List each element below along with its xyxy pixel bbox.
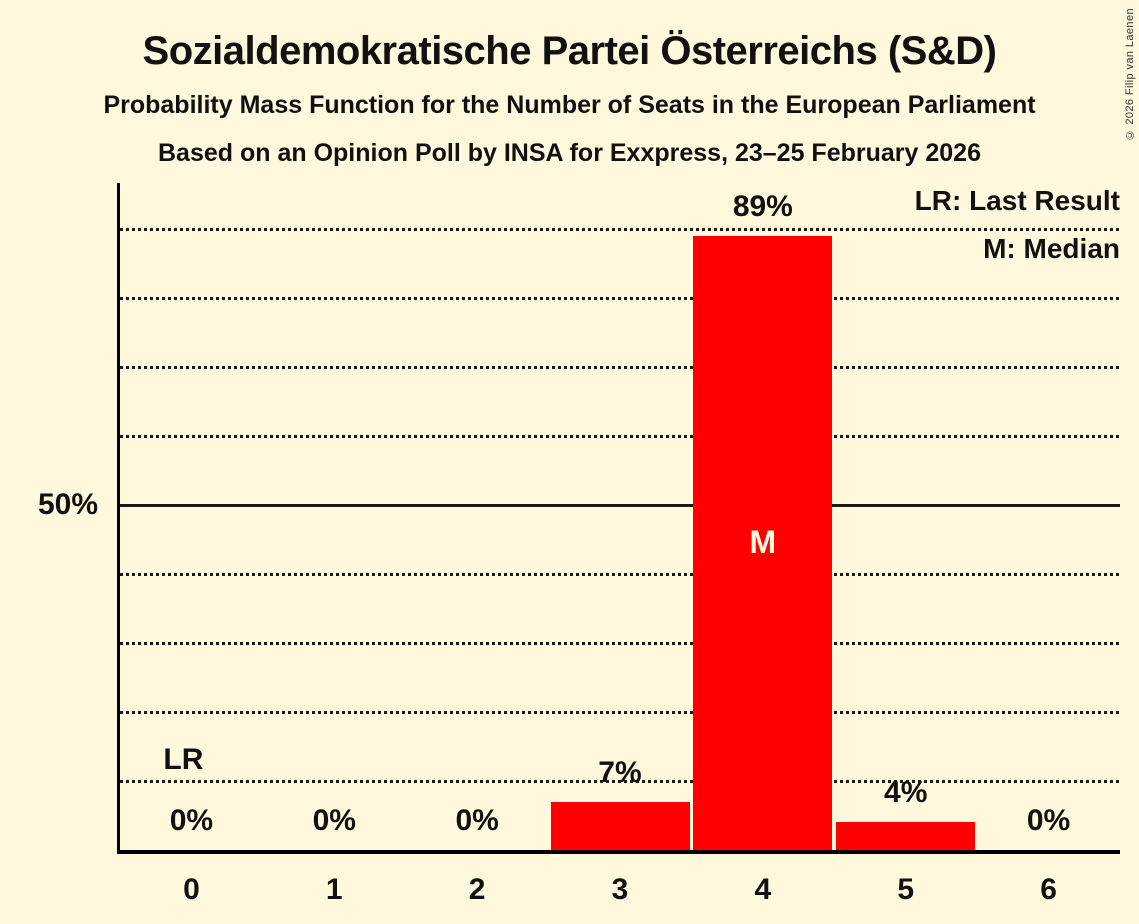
value-label-seat-1: 0% xyxy=(312,804,356,837)
x-axis-tick-1: 1 xyxy=(325,873,343,906)
x-axis-line xyxy=(117,850,1120,854)
gridline-20pct xyxy=(120,711,1120,714)
x-axis-tick-2: 2 xyxy=(468,873,486,906)
chart-source-line: Based on an Opinion Poll by INSA for Exx… xyxy=(158,139,981,167)
x-axis-tick-4: 4 xyxy=(754,873,772,906)
bar-seat-4: M xyxy=(693,235,833,850)
chart-subtitle: Probability Mass Function for the Number… xyxy=(103,91,1036,119)
x-axis-tick-6: 6 xyxy=(1040,873,1057,906)
median-marker: M xyxy=(749,524,777,561)
legend-last-result: LR: Last Result xyxy=(914,185,1120,216)
y-axis-tick-50: 50% xyxy=(37,488,98,521)
value-label-seat-3: 7% xyxy=(598,755,642,789)
value-label-seat-6: 0% xyxy=(1026,804,1071,837)
x-axis-tick-0: 0 xyxy=(183,873,200,906)
gridline-90pct xyxy=(120,228,1120,231)
chart-title: Sozialdemokratische Partei Österreichs (… xyxy=(142,29,997,73)
y-axis-line xyxy=(117,183,120,854)
gridline-10pct xyxy=(120,780,1120,783)
value-label-seat-0: 0% xyxy=(169,804,214,837)
last-result-marker: LR xyxy=(163,743,204,776)
value-label-seat-2: 0% xyxy=(455,804,499,837)
x-axis-tick-3: 3 xyxy=(611,873,629,906)
copyright-notice: © 2026 Filip van Laenen xyxy=(1124,8,1136,141)
bar-seat-5 xyxy=(836,822,976,850)
gridline-50pct-solid xyxy=(120,504,1120,507)
value-label-seat-5: 4% xyxy=(884,776,928,810)
gridline-60pct xyxy=(120,435,1120,438)
legend-median: M: Median xyxy=(983,233,1120,264)
gridline-40pct xyxy=(120,573,1120,576)
gridline-80pct xyxy=(120,297,1120,300)
value-label-seat-4: 89% xyxy=(732,189,793,223)
plot-area: 50% LR: Last Result M: Median 0% LR 0 0% 1 0%… xyxy=(38,183,1120,906)
bar-seat-3 xyxy=(550,801,690,850)
gridline-70pct xyxy=(120,366,1120,369)
x-axis-tick-5: 5 xyxy=(897,873,915,906)
gridline-30pct xyxy=(120,642,1120,645)
